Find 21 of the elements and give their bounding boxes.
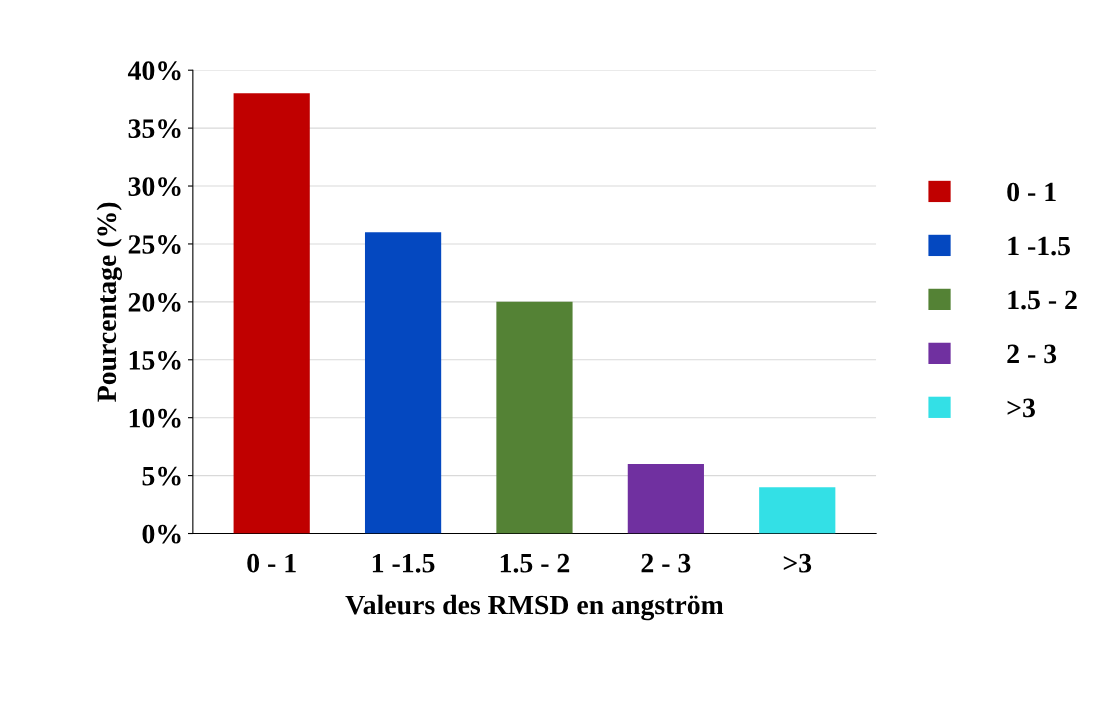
y-tick-label: 0% bbox=[142, 524, 181, 544]
y-tick-label: 40% bbox=[127, 61, 181, 81]
y-tick-label: 25% bbox=[128, 235, 181, 254]
legend-label: >3 bbox=[1007, 398, 1035, 418]
legend-label: 1 -1.5 bbox=[1008, 236, 1070, 256]
x-tick-label: >3 bbox=[783, 553, 812, 573]
y-tick-label: 20% bbox=[128, 293, 181, 312]
legend-label: 0 - 1 bbox=[1007, 182, 1056, 202]
y-tick-label: 15% bbox=[129, 350, 181, 370]
y-tick-label: 10% bbox=[129, 408, 181, 428]
y-axis-title: Pourcentage (%) bbox=[96, 202, 123, 402]
x-tick-label: 0 - 1 bbox=[247, 553, 296, 573]
legend-label: 1.5 - 2 bbox=[1008, 290, 1077, 310]
x-axis-title: Valeurs des RMSD en angström bbox=[345, 594, 724, 621]
legend-label: 2 - 3 bbox=[1007, 344, 1057, 364]
x-tick-label: 2 - 3 bbox=[641, 553, 691, 573]
y-tick-label: 5% bbox=[142, 466, 181, 486]
x-tick-label: 1 -1.5 bbox=[372, 553, 435, 573]
x-tick-label: 1.5 - 2 bbox=[500, 553, 570, 573]
y-tick-label: 35% bbox=[128, 119, 181, 139]
y-tick-label: 30% bbox=[128, 177, 181, 197]
